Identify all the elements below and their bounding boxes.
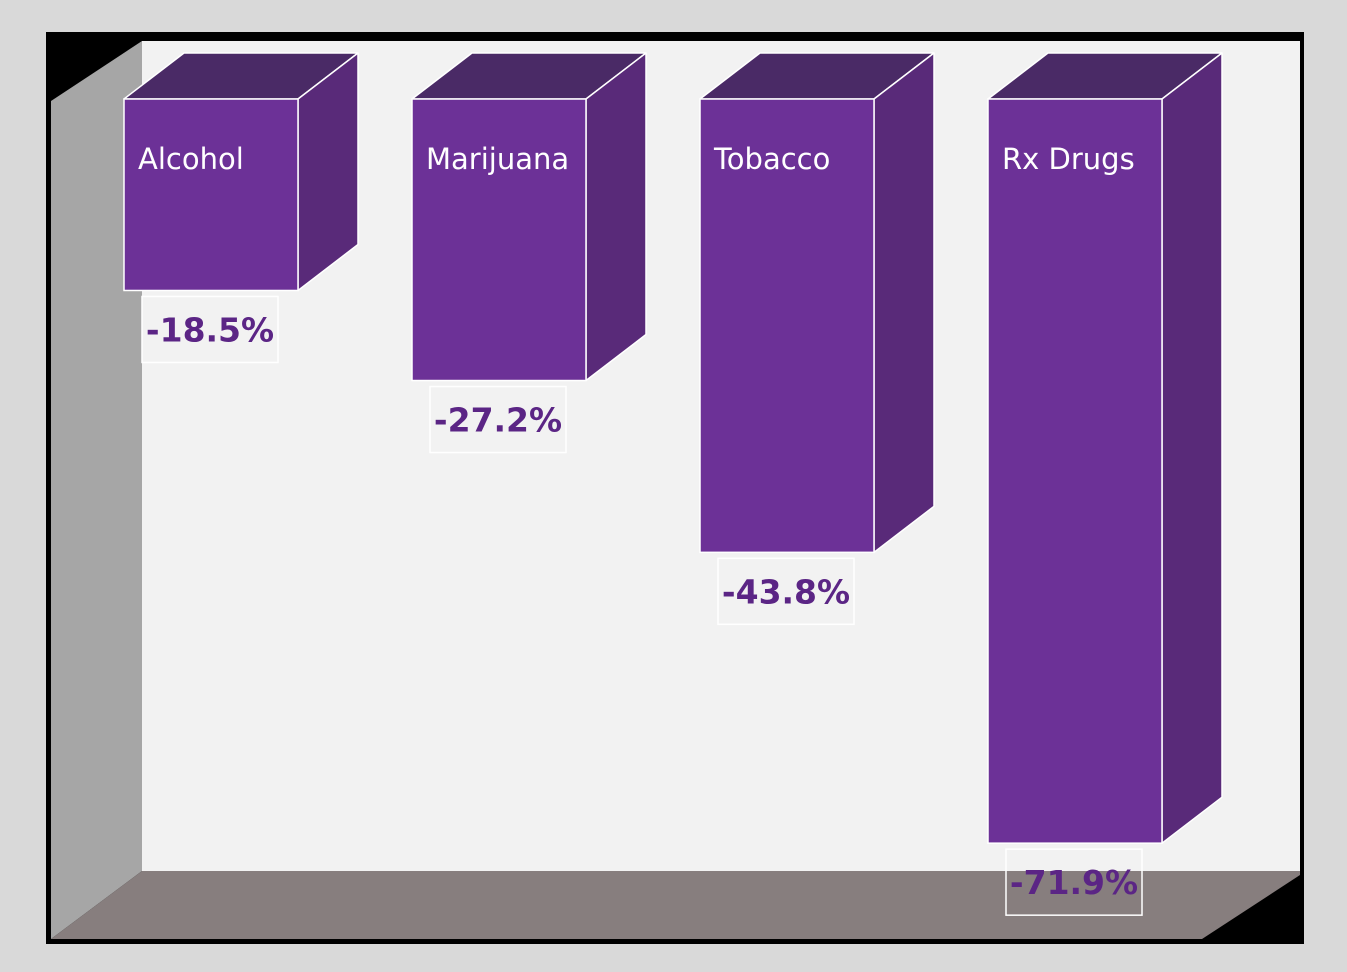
plot-side-wall: [51, 41, 142, 939]
value-label-box: [717, 557, 855, 626]
bars-layer: Alcohol -18.5% Marijuana -27.2% Tobacco -43.8…: [123, 52, 1223, 916]
bar-side-face: [1161, 52, 1223, 844]
category-label: Marijuana: [426, 142, 569, 176]
bar: [411, 98, 587, 382]
bar-side-face: [873, 52, 935, 554]
value-label-box: [429, 385, 567, 454]
value-label: -27.2%: [434, 401, 562, 440]
plot-floor: [51, 871, 1300, 939]
value-label-box: [141, 295, 279, 364]
bar: [699, 98, 875, 554]
bar-group: Tobacco -43.8%: [699, 52, 935, 626]
value-label: -43.8%: [722, 572, 850, 611]
bar-group: Alcohol -18.5%: [123, 52, 359, 364]
value-label: -18.5%: [146, 310, 274, 349]
value-label: -71.9%: [1010, 863, 1138, 902]
bar-group: Marijuana -27.2%: [411, 52, 647, 454]
bar-group: Rx Drugs -71.9%: [987, 52, 1223, 916]
value-label-box: [1005, 848, 1143, 916]
category-label: Alcohol: [138, 142, 244, 176]
bar-side-face: [585, 52, 647, 382]
category-label: Tobacco: [713, 142, 830, 176]
bar: [987, 98, 1163, 844]
bar: [123, 98, 299, 292]
category-label: Rx Drugs: [1002, 142, 1135, 176]
